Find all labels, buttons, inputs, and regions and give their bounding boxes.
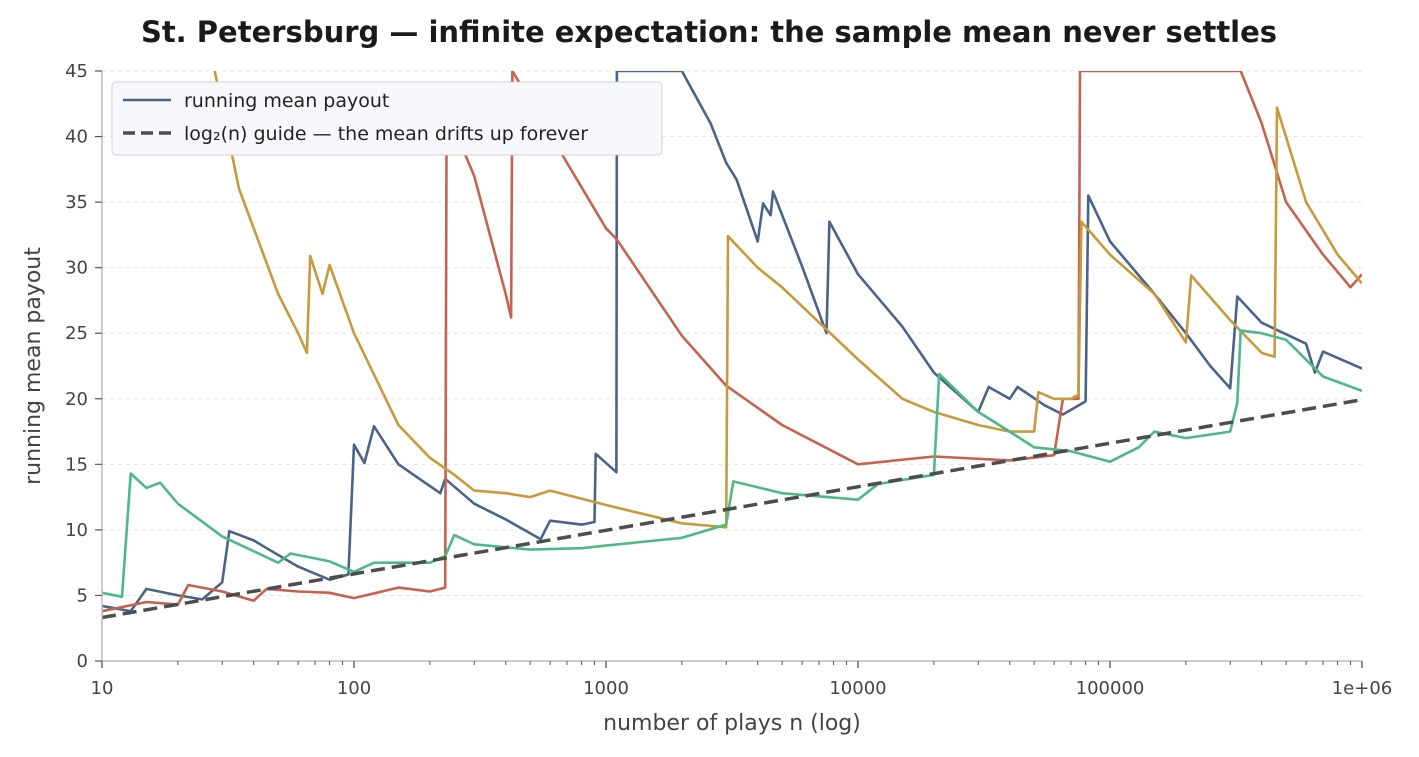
legend-label: running mean payout xyxy=(184,90,389,112)
legend-label: log₂(n) guide — the mean drifts up forev… xyxy=(184,123,588,145)
axes: 0 5 10 15 20 25 30 35 40 45 10 100 1000 10000 100000 1e… xyxy=(65,61,1392,699)
x-tick-label: 10 xyxy=(91,678,114,699)
series-line xyxy=(102,71,1362,613)
x-tick-label: 10000 xyxy=(829,678,886,699)
y-tick-label: 40 xyxy=(65,127,88,148)
y-tick-label: 20 xyxy=(65,389,88,410)
log2-guide-line xyxy=(102,397,1362,620)
y-tick-label: 30 xyxy=(65,258,88,279)
y-tick-label: 5 xyxy=(77,585,88,606)
y-tick-label: 45 xyxy=(65,61,88,82)
series-layer xyxy=(102,71,1362,620)
y-tick-label: 0 xyxy=(77,651,88,672)
series-line xyxy=(102,71,1362,613)
y-axis-label: running mean payout xyxy=(21,247,46,485)
y-tick-label: 25 xyxy=(65,323,88,344)
grid-lines xyxy=(102,70,1362,596)
series-line xyxy=(102,329,1362,599)
legend-box xyxy=(111,81,663,156)
x-tick-label: 1e+06 xyxy=(1332,678,1393,699)
y-tick-label: 35 xyxy=(65,192,88,213)
y-tick-label: 10 xyxy=(65,520,88,541)
x-tick-label: 100 xyxy=(337,678,371,699)
x-axis-label: number of plays n (log) xyxy=(603,711,861,736)
legend: running mean payout log₂(n) guide — the m… xyxy=(111,81,663,156)
x-tick-label: 100000 xyxy=(1076,678,1145,699)
y-tick-label: 15 xyxy=(65,454,88,475)
x-tick-label: 1000 xyxy=(583,678,629,699)
chart-title: St. Petersburg — infinite expectation: t… xyxy=(141,15,1277,49)
series-line xyxy=(213,71,1362,529)
